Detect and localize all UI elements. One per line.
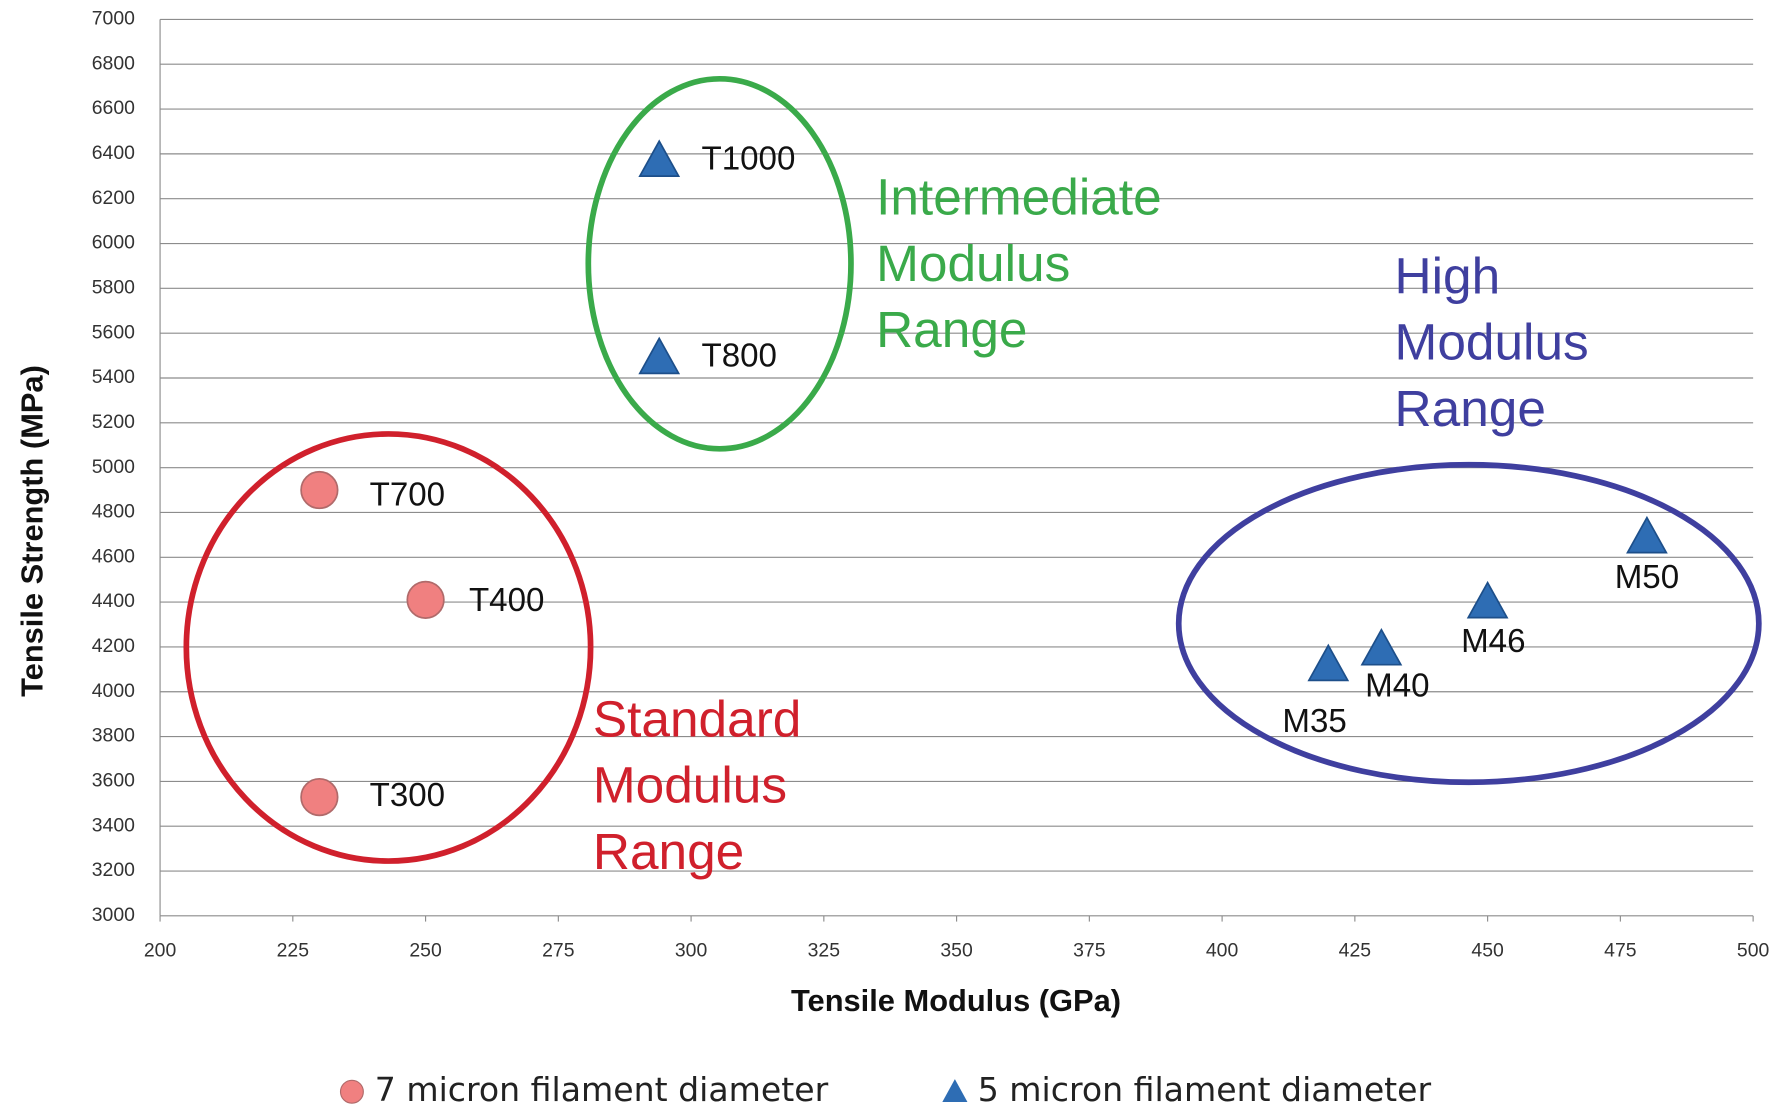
point-label: M35 [1282, 703, 1346, 740]
y-tick-label: 3200 [92, 859, 135, 881]
point-label: M40 [1365, 668, 1429, 705]
annotation-text: Modulus [593, 756, 787, 814]
x-tick-label: 275 [542, 939, 574, 961]
annotation-text: Modulus [1395, 313, 1589, 371]
legend-label: 7 micron filament diameter [375, 1070, 829, 1109]
x-tick-label: 475 [1604, 939, 1636, 961]
point [638, 336, 681, 375]
x-tick-label: 350 [940, 939, 973, 961]
point [406, 580, 445, 619]
legend-marker [339, 1079, 364, 1104]
x-tick-label: 325 [808, 939, 840, 961]
range-ellipse [585, 75, 854, 452]
y-tick-label: 6400 [92, 142, 135, 164]
range-ellipse [1175, 461, 1762, 786]
y-tick-label: 6800 [92, 52, 135, 74]
x-tick-label: 375 [1073, 939, 1105, 961]
point [1360, 627, 1403, 666]
x-tick-label: 250 [409, 939, 442, 961]
range-ellipse [183, 431, 594, 864]
point-label: M50 [1615, 559, 1679, 596]
point-label: T400 [469, 582, 544, 619]
y-tick-label: 4800 [92, 501, 135, 523]
y-tick-label: 5600 [92, 321, 135, 343]
y-tick-label: 3800 [92, 725, 135, 747]
x-axis-title: Tensile Modulus (GPa) [791, 983, 1121, 1018]
x-tick-label: 300 [675, 939, 708, 961]
annotation-text: Range [876, 300, 1027, 358]
x-tick-label: 400 [1206, 939, 1239, 961]
x-tick-label: 500 [1737, 939, 1770, 961]
y-tick-label: 5200 [92, 411, 135, 433]
annotation-text: Modulus [876, 234, 1070, 292]
y-axis-title: Tensile Strength (MPa) [15, 365, 50, 697]
y-tick-label: 3000 [92, 904, 135, 926]
point-label: T1000 [701, 140, 795, 177]
point-label: T300 [370, 777, 445, 814]
point [1307, 643, 1350, 682]
y-tick-label: 4200 [92, 635, 135, 657]
point-label: T800 [701, 338, 776, 375]
y-tick-label: 4400 [92, 590, 135, 612]
point [1466, 580, 1509, 619]
point [1626, 515, 1668, 554]
point [300, 470, 339, 510]
legend-item: 5 micron filament diameter [942, 1070, 1432, 1109]
point-label: T700 [370, 477, 445, 514]
point [638, 139, 681, 177]
y-tick-label: 6200 [92, 187, 135, 209]
y-tick-label: 4600 [92, 545, 135, 567]
y-tick-label: 3600 [92, 770, 135, 792]
annotation-text: High [1395, 246, 1501, 304]
annotation-text: Range [593, 822, 744, 880]
x-tick-label: 225 [277, 939, 309, 961]
y-tick-label: 5400 [92, 366, 135, 388]
annotation-text: Standard [593, 689, 802, 747]
y-tick-label: 7000 [92, 8, 135, 30]
legend-marker [942, 1079, 968, 1103]
legend-item: 7 micron filament diameter [339, 1070, 829, 1109]
legend-label: 5 micron filament diameter [978, 1070, 1432, 1109]
point-label: M46 [1461, 623, 1525, 660]
y-tick-label: 6600 [92, 97, 135, 119]
x-tick-label: 200 [144, 939, 177, 961]
annotation-text: Range [1395, 379, 1546, 437]
y-tick-label: 3400 [92, 814, 135, 836]
y-tick-label: 4000 [92, 680, 135, 702]
point [300, 777, 339, 817]
y-tick-label: 6000 [92, 232, 135, 254]
annotation-text: Intermediate [876, 168, 1162, 226]
y-tick-label: 5800 [92, 276, 135, 298]
y-tick-label: 5000 [92, 456, 135, 478]
x-tick-label: 450 [1471, 939, 1504, 961]
x-tick-label: 425 [1339, 939, 1371, 961]
